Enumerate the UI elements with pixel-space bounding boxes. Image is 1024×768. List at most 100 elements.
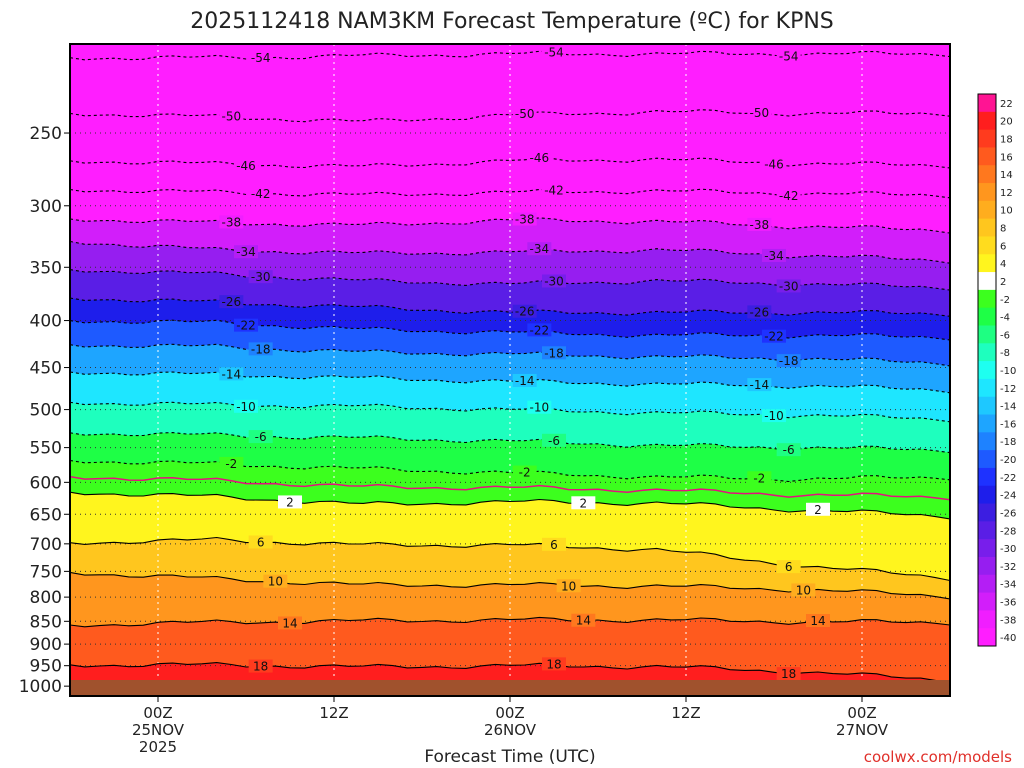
colorbar-label-4: 4 <box>1000 259 1006 270</box>
isotherm-label-bg <box>747 217 772 231</box>
isotherm-label-bg <box>248 270 273 284</box>
isotherm-label--2-2: -2 <box>753 471 765 485</box>
isotherm-label-bg <box>776 560 801 574</box>
isotherm-label-bg <box>219 215 244 229</box>
isotherm-label-bg <box>776 279 801 293</box>
colorbar-swatch-13 <box>978 325 996 344</box>
isotherm-label-bg <box>278 616 302 630</box>
colorbar-label--28: -28 <box>1000 526 1016 537</box>
colorbar-label-12: 12 <box>1000 188 1013 199</box>
isotherm-label--22-1: -22 <box>530 323 550 337</box>
colorbar-swatch-0 <box>978 94 996 113</box>
colorbar-label-14: 14 <box>1000 170 1013 181</box>
colorbar-label--32: -32 <box>1000 562 1016 573</box>
isotherm-label-bg <box>542 45 566 59</box>
isotherm-label--30-2: -30 <box>779 279 799 293</box>
isotherm-label-bg <box>542 183 566 197</box>
isotherm-label-bg <box>512 212 537 226</box>
isotherm-label--54-2: -54 <box>779 50 799 64</box>
freezing-line <box>70 475 950 501</box>
isotherm-label-bg <box>248 51 273 65</box>
isotherm-label-bg <box>219 456 244 470</box>
colorbar-swatch-1 <box>978 111 996 131</box>
isotherm-label-2-2: 2 <box>814 503 822 517</box>
colorbar-swatch-20 <box>978 450 996 469</box>
colorbar-label--14: -14 <box>1000 402 1016 413</box>
isotherm-label--34-2: -34 <box>764 249 784 263</box>
isotherm-label-bg <box>248 535 273 549</box>
isotherm-label-bg <box>219 109 244 123</box>
isotherm-label-6-0: 6 <box>257 535 265 549</box>
isotherm-label-bg <box>263 574 288 588</box>
y-tick-label-950: 950 <box>30 657 62 677</box>
isotherm-label-bg <box>776 189 801 203</box>
isotherm-label-bg <box>791 583 816 597</box>
isotherm-label-bg <box>762 409 786 423</box>
isotherm-label--30-1: -30 <box>544 274 564 288</box>
colorbar-label--16: -16 <box>1000 419 1016 430</box>
x-tick-label-0-2: 2025 <box>139 738 177 756</box>
y-tick-label-850: 850 <box>30 612 62 632</box>
isotherm-label--38-1: -38 <box>515 212 535 226</box>
colorbar-swatch-3 <box>978 147 996 166</box>
colorbar-swatch-18 <box>978 414 996 433</box>
isotherm-labels: -54 -54 -54 -50 -50 -50 -46 -46 -46 -42 -42 -42 -38 -… <box>219 45 830 681</box>
isotherm-label-18-0: 18 <box>253 660 268 674</box>
x-tick-label-4-1: 27NOV <box>836 721 889 739</box>
colorbar-swatch-29 <box>978 610 996 629</box>
colorbar-swatch-2 <box>978 129 996 148</box>
colorbar-label-10: 10 <box>1000 206 1013 217</box>
isotherm-label--2-1: -2 <box>519 466 531 480</box>
isotherm-label--26-2: -26 <box>750 305 770 319</box>
isotherm-label--18-1: -18 <box>544 346 564 360</box>
colorbar-swatch-4 <box>978 165 996 184</box>
isotherm-label-bg <box>527 242 552 256</box>
isotherm-label-bg <box>762 157 786 171</box>
isotherm-label-bg <box>747 471 772 485</box>
colorbar-swatch-27 <box>978 574 996 594</box>
y-tick-label-300: 300 <box>30 197 62 217</box>
y-tick-label-450: 450 <box>30 359 62 379</box>
isotherm-label--54-1: -54 <box>544 45 564 59</box>
colorbar-label-22: 22 <box>1000 99 1013 110</box>
isotherm-label-14-0: 14 <box>282 616 297 630</box>
isotherm-label-6-2: 6 <box>785 560 793 574</box>
y-tick-label-500: 500 <box>30 401 62 421</box>
y-tick-label-250: 250 <box>30 124 62 144</box>
isotherm-label-bg <box>806 614 830 628</box>
y-tick-label-800: 800 <box>30 588 62 608</box>
x-tick-label-2-0: 00Z <box>495 704 524 722</box>
colorbar-swatch-21 <box>978 467 996 487</box>
isotherm-label-2-0: 2 <box>286 495 294 509</box>
colorbar-label-2: 2 <box>1000 277 1006 288</box>
isotherm-label-bg <box>248 430 273 444</box>
isotherm-label--26-0: -26 <box>222 295 242 309</box>
isotherm-label--42-2: -42 <box>779 189 799 203</box>
isotherm-label--10-1: -10 <box>530 401 550 415</box>
colorbar-label--38: -38 <box>1000 615 1016 626</box>
x-tick-label-3-0: 12Z <box>671 704 700 722</box>
colorbar-label--34: -34 <box>1000 580 1016 591</box>
isotherm-label-bg <box>762 329 786 343</box>
isotherm-label--10-0: -10 <box>236 400 256 414</box>
colorbar-swatch-28 <box>978 592 996 611</box>
isotherm-label--46-2: -46 <box>764 157 784 171</box>
isotherm-label--14-2: -14 <box>750 378 770 392</box>
isotherm-label--30-0: -30 <box>251 270 271 284</box>
isotherm-label-bg <box>776 443 801 457</box>
x-tick-label-1-0: 12Z <box>319 704 348 722</box>
colorbar-label-20: 20 <box>1000 117 1013 128</box>
isotherm-label--46-0: -46 <box>236 159 256 173</box>
colorbar-label--40: -40 <box>1000 633 1016 644</box>
colorbar-label--36: -36 <box>1000 597 1016 608</box>
colorbar-label--26: -26 <box>1000 508 1016 519</box>
isotherm-6 <box>70 536 950 582</box>
isotherm-label--34-1: -34 <box>530 242 550 256</box>
isotherm-label-bg <box>248 342 273 356</box>
isotherm-label--18-0: -18 <box>251 342 271 356</box>
isotherm-label--18-2: -18 <box>779 354 799 368</box>
isotherm-label--50-2: -50 <box>750 106 770 120</box>
temperature-fill-layers <box>70 44 950 696</box>
isotherm-label--38-0: -38 <box>222 215 242 229</box>
